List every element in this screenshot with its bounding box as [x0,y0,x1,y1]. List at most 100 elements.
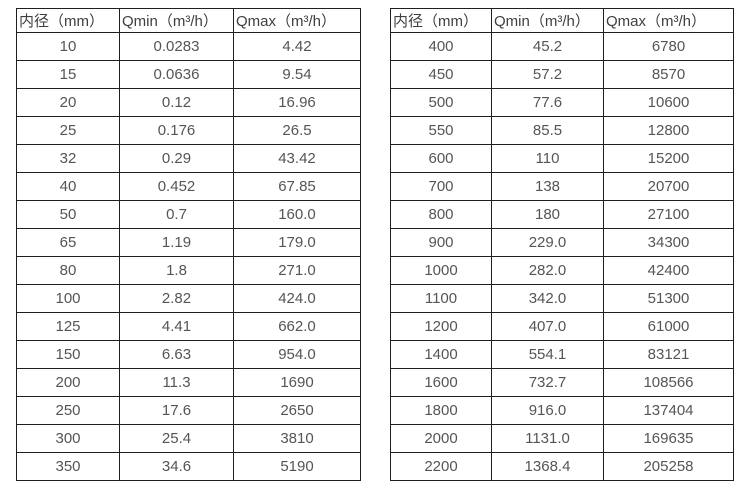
table-cell: 138 [491,172,604,201]
table-cell: 1131.0 [491,424,604,453]
table-cell: 4.41 [119,312,234,341]
table-cell: 342.0 [491,284,604,313]
table-cell: 20700 [603,172,734,201]
table-cell: 65 [16,228,120,257]
table-cell: 110 [491,144,604,173]
large-diameter-flow-table: 内径（mm） Qmin（m³/h） Qmax（m³/h） 400 45.2 6780… [390,8,734,481]
table-cell: 34.6 [119,452,234,481]
table-cell: 800 [390,200,492,229]
table-row: 20 0.12 16.96 [16,88,361,117]
table-cell: 2650 [233,396,361,425]
table-cell: 42400 [603,256,734,285]
table-cell: 0.12 [119,88,234,117]
table-cell: 10 [16,32,120,61]
table-cell: 407.0 [491,312,604,341]
table-cell: 45.2 [491,32,604,61]
col-header-qmax: Qmax（m³/h） [233,8,361,33]
table-cell: 137404 [603,396,734,425]
table-cell: 10600 [603,88,734,117]
table-row: 450 57.2 8570 [390,60,734,89]
table-cell: 662.0 [233,312,361,341]
table-row: 1600 732.7 108566 [390,368,734,397]
table-cell: 85.5 [491,116,604,145]
table-cell: 500 [390,88,492,117]
col-header-diameter: 内径（mm） [16,8,120,33]
table-cell: 1000 [390,256,492,285]
table-row: 300 25.4 3810 [16,424,361,453]
table-row: 125 4.41 662.0 [16,312,361,341]
table-cell: 3810 [233,424,361,453]
table-cell: 0.176 [119,116,234,145]
table-row: 350 34.6 5190 [16,452,361,481]
table-cell: 26.5 [233,116,361,145]
small-diameter-flow-table: 内径（mm） Qmin（m³/h） Qmax（m³/h） 10 0.0283 4.4… [16,8,361,481]
table-cell: 424.0 [233,284,361,313]
table-row: 900 229.0 34300 [390,228,734,257]
table-cell: 61000 [603,312,734,341]
table-cell: 150 [16,340,120,369]
table-cell: 450 [390,60,492,89]
table-cell: 916.0 [491,396,604,425]
table-row: 50 0.7 160.0 [16,200,361,229]
table-cell: 50 [16,200,120,229]
table-cell: 1.8 [119,256,234,285]
table-cell: 9.54 [233,60,361,89]
table-row: 40 0.452 67.85 [16,172,361,201]
table-cell: 1100 [390,284,492,313]
table-cell: 900 [390,228,492,257]
table-cell: 271.0 [233,256,361,285]
table-row: 2200 1368.4 205258 [390,452,734,481]
table-cell: 8570 [603,60,734,89]
table-cell: 554.1 [491,340,604,369]
table-row: 100 2.82 424.0 [16,284,361,313]
table-cell: 200 [16,368,120,397]
table-row: 25 0.176 26.5 [16,116,361,145]
table-row: 1000 282.0 42400 [390,256,734,285]
table-cell: 1690 [233,368,361,397]
table-cell: 25.4 [119,424,234,453]
table-row: 80 1.8 271.0 [16,256,361,285]
table-cell: 1368.4 [491,452,604,481]
table-row: 150 6.63 954.0 [16,340,361,369]
table-cell: 350 [16,452,120,481]
table-cell: 282.0 [491,256,604,285]
table-cell: 2200 [390,452,492,481]
table-cell: 1400 [390,340,492,369]
table-row: 15 0.0636 9.54 [16,60,361,89]
col-header-qmax: Qmax（m³/h） [603,8,734,33]
table-cell: 77.6 [491,88,604,117]
table-cell: 16.96 [233,88,361,117]
table-cell: 12800 [603,116,734,145]
table-cell: 80 [16,256,120,285]
table-cell: 100 [16,284,120,313]
table-row: 65 1.19 179.0 [16,228,361,257]
table-row: 800 180 27100 [390,200,734,229]
table-cell: 2000 [390,424,492,453]
table-cell: 57.2 [491,60,604,89]
col-header-qmin: Qmin（m³/h） [491,8,604,33]
table-body: 10 0.0283 4.42 15 0.0636 9.54 20 0.12 16.96 25 0.1… [16,32,361,481]
table-cell: 700 [390,172,492,201]
table-cell: 108566 [603,368,734,397]
table-cell: 550 [390,116,492,145]
table-cell: 732.7 [491,368,604,397]
table-cell: 1800 [390,396,492,425]
table-cell: 954.0 [233,340,361,369]
table-cell: 27100 [603,200,734,229]
col-header-diameter: 内径（mm） [390,8,492,33]
table-row: 32 0.29 43.42 [16,144,361,173]
table-cell: 600 [390,144,492,173]
table-cell: 0.452 [119,172,234,201]
table-row: 2000 1131.0 169635 [390,424,734,453]
table-cell: 0.29 [119,144,234,173]
table-cell: 40 [16,172,120,201]
table-cell: 0.0283 [119,32,234,61]
table-cell: 15200 [603,144,734,173]
table-body: 400 45.2 6780 450 57.2 8570 500 77.6 10600 550 85.… [390,32,734,481]
table-cell: 34300 [603,228,734,257]
table-cell: 43.42 [233,144,361,173]
table-cell: 1200 [390,312,492,341]
table-row: 500 77.6 10600 [390,88,734,117]
table-cell: 180 [491,200,604,229]
table-cell: 32 [16,144,120,173]
